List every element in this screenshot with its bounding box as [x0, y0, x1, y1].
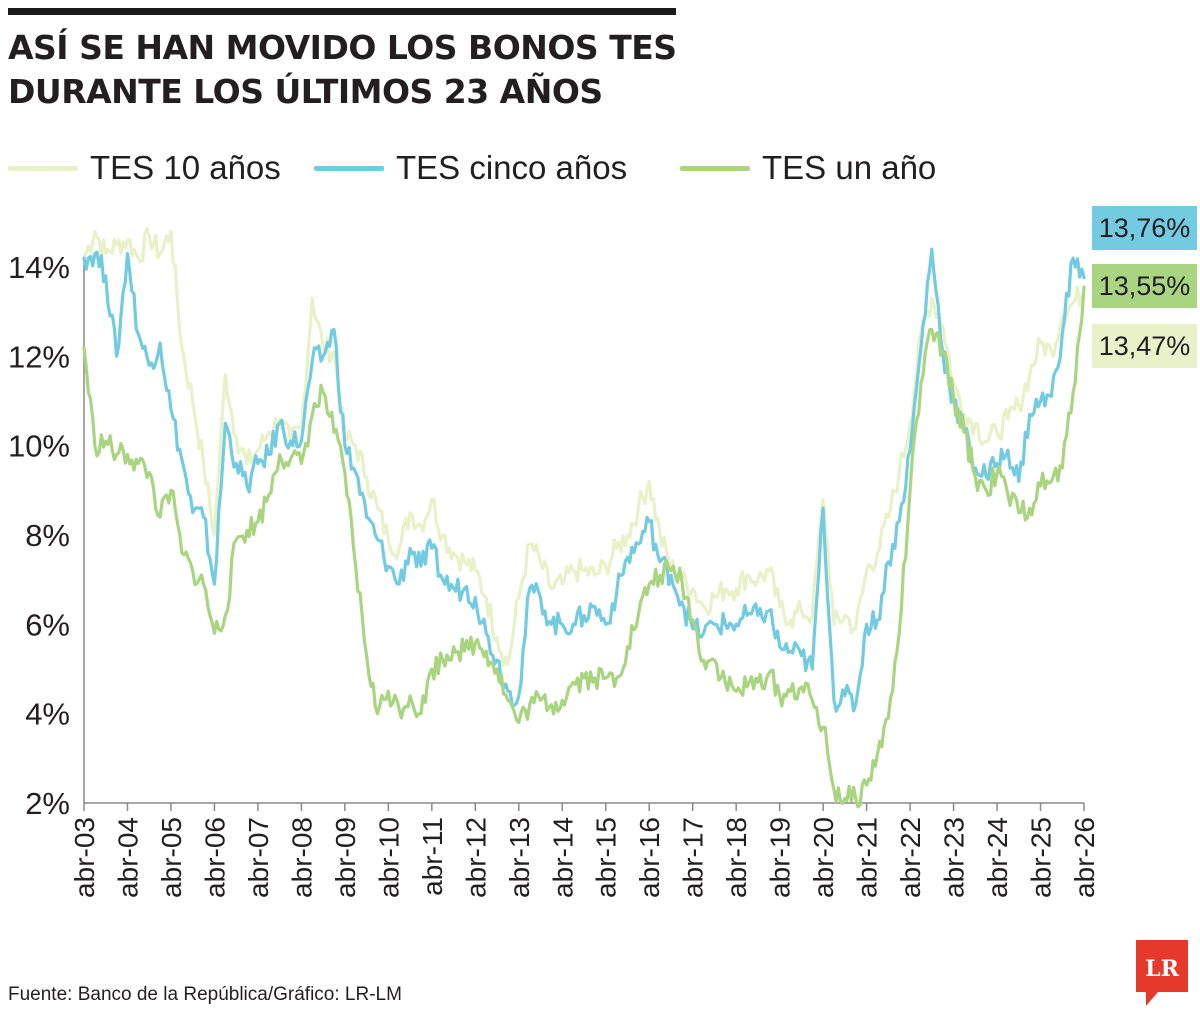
- lr-logo-icon: LR: [1136, 940, 1188, 1006]
- chart-title: ASÍ SE HAN MOVIDO LOS BONOS TES DURANTE …: [8, 26, 708, 114]
- legend-swatch-tes5: [314, 166, 384, 171]
- x-tick-label: abr-18: [721, 817, 752, 898]
- x-tick-label: abr-05: [156, 817, 187, 898]
- title-top-rule: [8, 8, 676, 15]
- y-tick-label: 6%: [25, 607, 70, 642]
- y-tick-label: 10%: [8, 429, 70, 464]
- series-line-tes10: [82, 227, 1086, 667]
- x-tick-label: abr-21: [852, 817, 883, 898]
- x-tick-label: abr-19: [765, 817, 796, 898]
- chart-title-line-2: DURANTE LOS ÚLTIMOS 23 AÑOS: [8, 72, 603, 111]
- x-tick-label: abr-04: [112, 817, 143, 898]
- legend-label-tes10: TES 10 años: [90, 149, 281, 186]
- legend-swatch-tes1: [680, 166, 750, 171]
- x-tick-label: abr-20: [808, 817, 839, 898]
- x-tick-label: abr-17: [678, 817, 709, 898]
- legend-swatch-tes10: [8, 166, 78, 171]
- x-tick-label: abr-24: [982, 817, 1013, 898]
- x-tick-label: abr-23: [939, 817, 970, 898]
- x-tick-label: abr-14: [547, 817, 578, 898]
- x-tick-label: abr-16: [634, 817, 665, 898]
- y-tick-label: 8%: [25, 518, 70, 553]
- series-line-tes1: [82, 285, 1086, 809]
- x-tick-label: abr-08: [286, 817, 317, 898]
- y-tick-label: 2%: [25, 786, 70, 821]
- badge-tes5-last-value: 13,76%: [1092, 206, 1197, 250]
- badge-tes1-last-value: 13,55%: [1092, 264, 1197, 308]
- x-tick-label: abr-25: [1026, 817, 1057, 898]
- legend-label-tes1: TES un año: [762, 149, 937, 186]
- x-tick-label: abr-22: [895, 817, 926, 898]
- y-tick-label: 12%: [8, 339, 70, 374]
- chart-legend: TES 10 años TES cinco años TES un año: [8, 142, 968, 192]
- x-tick-label: abr-03: [69, 817, 100, 898]
- lr-logo-text: LR: [1145, 956, 1179, 982]
- source-note: Fuente: Banco de la República/Gráfico: L…: [8, 984, 402, 1005]
- badge-tes10-last-value: 13,47%: [1092, 324, 1197, 368]
- chart-title-line-1: ASÍ SE HAN MOVIDO LOS BONOS TES: [8, 28, 677, 67]
- x-tick-label: abr-06: [199, 817, 230, 898]
- x-tick-label: abr-15: [591, 817, 622, 898]
- series-line-tes5: [82, 247, 1086, 713]
- line-chart: 2% 4% 6% 8% 10% 12% 14% abr-03 abr-04 abr-05 abr-0…: [8, 227, 1100, 898]
- x-tick-label: abr-09: [330, 817, 361, 898]
- x-tick-label: abr-13: [504, 817, 535, 898]
- x-tick-label: abr-11: [417, 817, 448, 896]
- legend-label-tes5: TES cinco años: [396, 149, 628, 186]
- x-tick-label: abr-07: [243, 817, 274, 898]
- x-tick-label: abr-12: [460, 817, 491, 898]
- y-tick-label: 4%: [25, 697, 70, 732]
- y-tick-label: 14%: [8, 250, 70, 285]
- x-tick-label: abr-26: [1069, 817, 1100, 898]
- x-tick-label: abr-10: [373, 817, 404, 898]
